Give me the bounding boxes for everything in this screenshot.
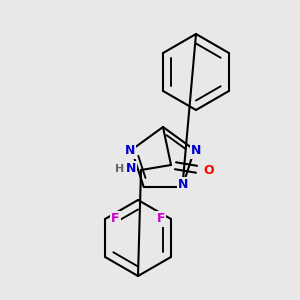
- Text: N: N: [124, 144, 135, 157]
- Text: H: H: [116, 164, 124, 174]
- Text: F: F: [111, 212, 119, 226]
- Text: O: O: [204, 164, 214, 176]
- Text: N: N: [178, 178, 189, 191]
- Text: F: F: [157, 212, 165, 226]
- Text: N: N: [191, 144, 202, 157]
- Text: N: N: [126, 163, 136, 176]
